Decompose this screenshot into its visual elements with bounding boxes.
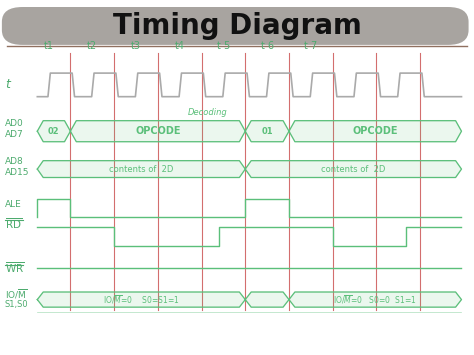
Text: $\overline{\mathregular{RD}}$: $\overline{\mathregular{RD}}$: [5, 217, 22, 231]
Text: 01: 01: [261, 127, 273, 136]
Text: OPCODE: OPCODE: [353, 126, 398, 136]
Text: AD0
AD7: AD0 AD7: [5, 119, 24, 139]
Text: t3: t3: [131, 41, 141, 51]
Text: Timing Diagram: Timing Diagram: [112, 12, 362, 40]
Text: contents of  2D: contents of 2D: [321, 165, 385, 174]
Polygon shape: [71, 121, 245, 142]
Text: Decoding: Decoding: [188, 108, 228, 117]
Polygon shape: [289, 121, 462, 142]
Text: AD8
AD15: AD8 AD15: [5, 157, 29, 177]
Polygon shape: [245, 161, 462, 178]
Polygon shape: [289, 292, 462, 307]
Polygon shape: [37, 121, 71, 142]
Text: t2: t2: [87, 41, 97, 51]
Text: IO/$\overline{M}$=0    S0=S1=1: IO/$\overline{M}$=0 S0=S1=1: [103, 293, 180, 306]
Text: t4: t4: [175, 41, 185, 51]
Text: t: t: [5, 78, 9, 91]
Text: $\overline{\mathregular{WR}}$: $\overline{\mathregular{WR}}$: [5, 261, 24, 275]
FancyBboxPatch shape: [2, 7, 469, 45]
Polygon shape: [37, 161, 245, 178]
Text: 02: 02: [48, 127, 60, 136]
Text: ALE: ALE: [5, 200, 22, 209]
Polygon shape: [37, 292, 245, 307]
Text: OPCODE: OPCODE: [135, 126, 181, 136]
Text: S1,S0: S1,S0: [5, 300, 28, 309]
Text: t 7: t 7: [304, 41, 318, 51]
Text: t1: t1: [44, 41, 54, 51]
Polygon shape: [245, 292, 289, 307]
Text: t 6: t 6: [261, 41, 273, 51]
Text: t 5: t 5: [217, 41, 230, 51]
Text: IO/$\overline{\mathregular{M}}$: IO/$\overline{\mathregular{M}}$: [5, 288, 27, 301]
Polygon shape: [245, 121, 289, 142]
Text: contents of  2D: contents of 2D: [109, 165, 173, 174]
Text: IO/$\overline{M}$=0   S0=0  S1=1: IO/$\overline{M}$=0 S0=0 S1=1: [333, 293, 417, 306]
